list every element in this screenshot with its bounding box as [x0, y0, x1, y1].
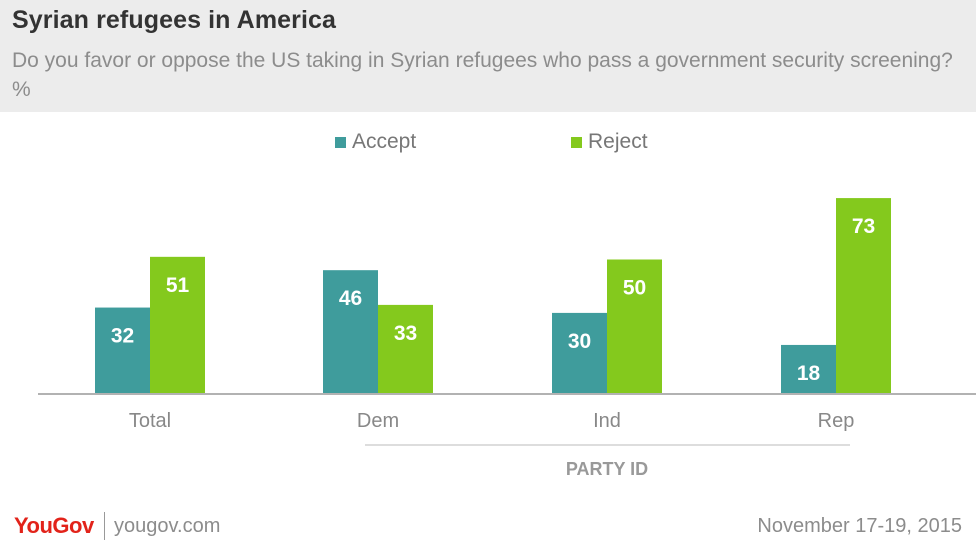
data-label-reject-dem: 33 — [394, 322, 417, 345]
bar-reject-total — [150, 256, 205, 393]
bar-accept-ind — [552, 312, 607, 393]
party-id-label: PARTY ID — [566, 459, 648, 479]
data-label-accept-rep: 18 — [797, 362, 821, 385]
x-tick-label-total: Total — [129, 410, 171, 432]
bar-accept-total — [95, 307, 150, 393]
legend-swatch-reject — [571, 136, 582, 148]
chart-title: Syrian refugees in America — [12, 6, 337, 34]
bar-accept-dem — [323, 270, 378, 393]
legend-item-reject: Reject — [571, 130, 648, 154]
bar-reject-ind — [607, 259, 662, 393]
data-label-accept-ind: 30 — [568, 330, 591, 353]
data-label-reject-total: 51 — [166, 274, 190, 297]
footer-date: November 17-19, 2015 — [757, 515, 962, 537]
data-label-reject-ind: 50 — [623, 277, 646, 300]
header-band: Syrian refugees in America Do you favor … — [0, 0, 976, 112]
x-tick-label-dem: Dem — [357, 410, 399, 432]
chart-subtitle: Do you favor or oppose the US taking in … — [12, 49, 953, 101]
legend-swatch-accept — [335, 136, 346, 148]
data-label-accept-dem: 46 — [339, 287, 362, 310]
data-label-reject-rep: 73 — [852, 215, 875, 238]
bar-accept-rep — [781, 344, 836, 393]
bar-reject-rep — [836, 198, 891, 393]
legend: Accept Reject — [0, 130, 976, 160]
legend-label-accept: Accept — [352, 130, 417, 153]
data-label-accept-total: 32 — [111, 325, 134, 348]
yougov-logo: YouGov — [14, 513, 94, 538]
legend-label-reject: Reject — [588, 130, 648, 153]
x-tick-label-rep: Rep — [818, 410, 855, 432]
legend-item-accept: Accept — [335, 130, 416, 154]
x-tick-label-ind: Ind — [593, 410, 621, 432]
bar-reject-dem — [378, 304, 433, 393]
footer-divider — [104, 512, 105, 540]
footer-url: yougov.com — [114, 515, 221, 537]
